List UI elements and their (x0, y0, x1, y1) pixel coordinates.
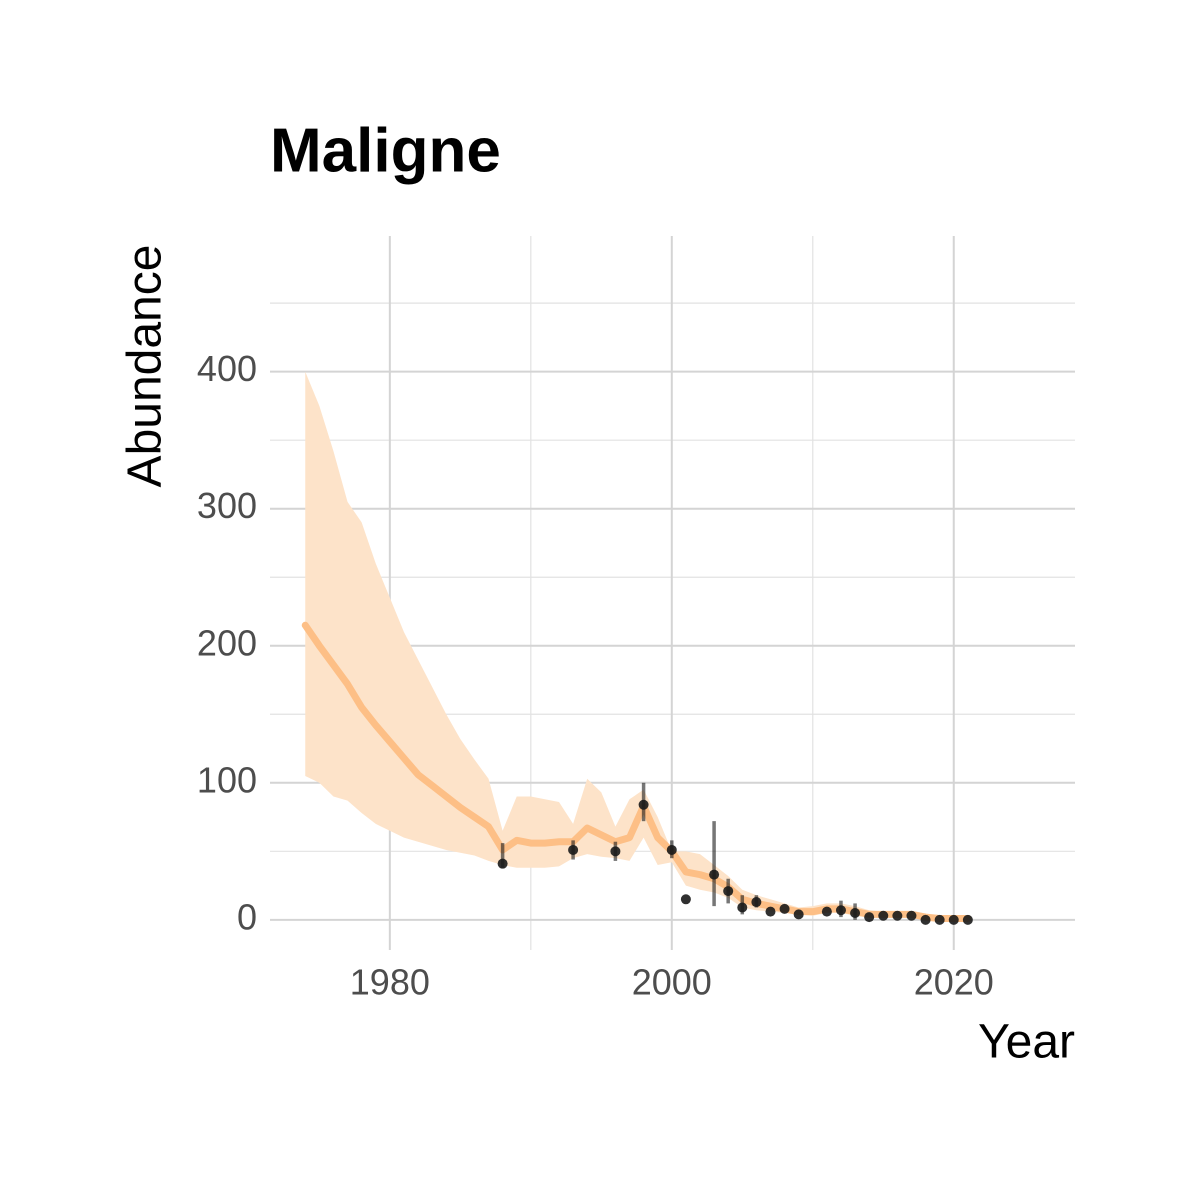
observed-point (892, 910, 903, 921)
confidence-ribbon (305, 371, 968, 920)
y-tick-label: 0 (237, 896, 257, 937)
observed-point (610, 846, 621, 857)
observed-point (709, 869, 720, 880)
observed-point (920, 914, 931, 925)
x-tick-label: 2000 (632, 962, 712, 1003)
observed-point (638, 799, 649, 810)
y-tick-label: 200 (197, 622, 257, 663)
observed-point (878, 910, 889, 921)
observed-point (793, 909, 804, 920)
observed-point (779, 903, 790, 914)
y-tick-label: 300 (197, 485, 257, 526)
observed-point (864, 912, 875, 923)
y-tick-label: 400 (197, 348, 257, 389)
plot-area (301, 371, 973, 925)
observed-point (666, 844, 677, 855)
observed-point (850, 907, 861, 918)
observed-point (821, 906, 832, 917)
observed-point (835, 905, 846, 916)
observed-point (765, 906, 776, 917)
observed-point (948, 914, 959, 925)
observed-point (934, 914, 945, 925)
x-tick-label: 2020 (914, 962, 994, 1003)
observed-point (751, 897, 762, 908)
observed-point (497, 858, 508, 869)
observed-point (723, 886, 734, 897)
observed-point (906, 910, 917, 921)
y-axis-title: Abundance (119, 245, 172, 488)
observed-point (962, 914, 973, 925)
observed-point (568, 844, 579, 855)
chart-title: Maligne (270, 116, 501, 185)
observed-point (737, 902, 748, 913)
x-tick-label: 1980 (350, 962, 430, 1003)
x-axis-title: Year (978, 1016, 1075, 1069)
observed-point (680, 894, 691, 905)
y-tick-label: 100 (197, 759, 257, 800)
